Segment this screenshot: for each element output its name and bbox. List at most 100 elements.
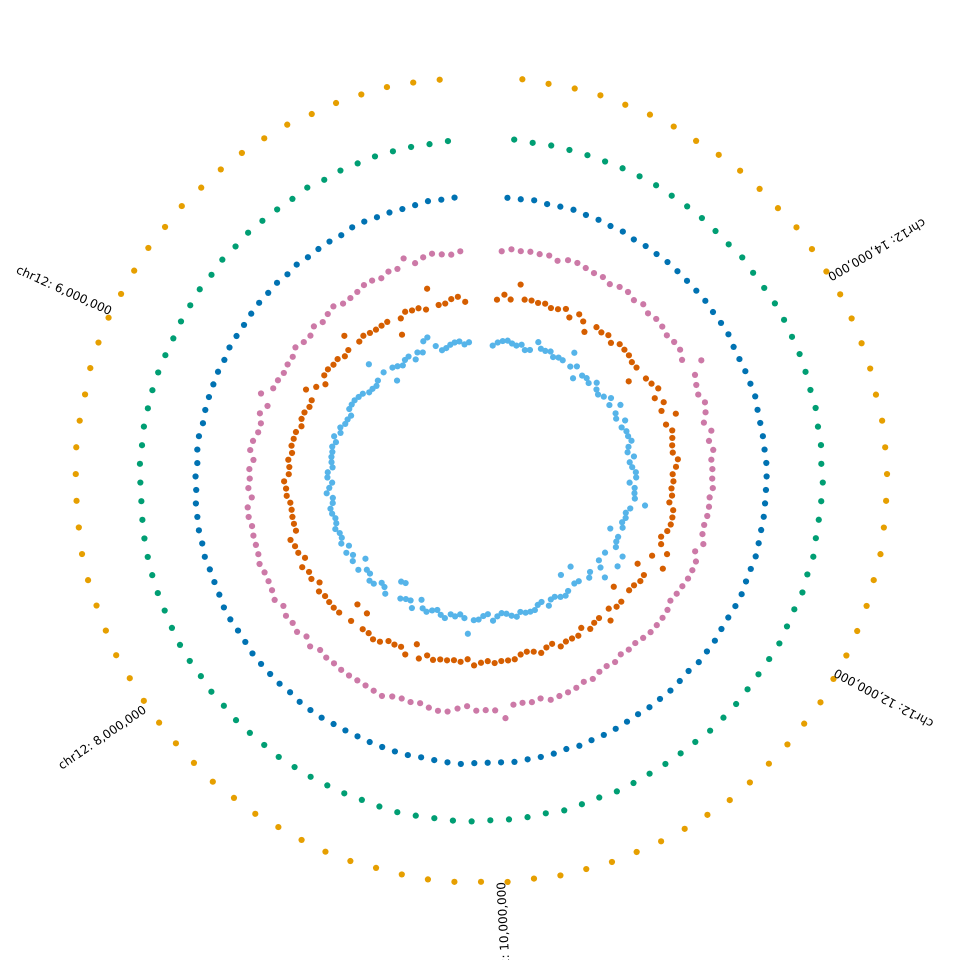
data-point <box>274 206 280 212</box>
data-point <box>704 513 710 519</box>
data-point <box>292 344 298 350</box>
data-point <box>280 603 286 609</box>
data-point <box>756 540 762 546</box>
data-point <box>381 369 387 375</box>
data-point <box>284 493 290 499</box>
data-point <box>692 548 698 554</box>
data-point <box>733 701 739 707</box>
data-point <box>469 818 475 824</box>
data-point <box>602 574 608 580</box>
data-point <box>408 144 414 150</box>
data-point <box>758 527 764 533</box>
data-point <box>793 224 799 230</box>
data-point <box>546 603 552 609</box>
data-point <box>664 607 670 613</box>
data-point <box>601 394 607 400</box>
data-point <box>502 715 508 721</box>
data-point <box>627 505 633 511</box>
data-point <box>606 402 612 408</box>
data-point <box>399 695 405 701</box>
data-point <box>517 609 523 615</box>
data-point <box>581 329 587 335</box>
data-point <box>658 534 664 540</box>
series-2 <box>137 137 826 825</box>
data-point <box>647 112 653 118</box>
data-point <box>250 533 256 539</box>
data-point <box>804 571 810 577</box>
data-point <box>370 636 376 642</box>
data-point <box>392 748 398 754</box>
data-point <box>816 517 822 523</box>
data-point <box>657 696 663 702</box>
data-point <box>818 461 824 467</box>
data-point <box>281 478 287 484</box>
data-point <box>595 217 601 223</box>
data-point <box>492 707 498 713</box>
data-point <box>618 599 624 605</box>
data-point <box>612 659 618 665</box>
data-point <box>385 638 391 644</box>
data-point <box>369 278 375 284</box>
data-point <box>518 651 524 657</box>
data-point <box>702 399 708 405</box>
data-point <box>511 759 517 765</box>
data-point <box>330 362 336 368</box>
data-point <box>555 306 561 312</box>
data-point <box>528 297 534 303</box>
data-point <box>95 339 101 345</box>
data-point <box>192 473 198 479</box>
data-point <box>629 359 635 365</box>
data-point <box>873 392 879 398</box>
data-point <box>321 372 327 378</box>
data-point <box>784 623 790 629</box>
data-point <box>73 498 79 504</box>
data-point <box>684 278 690 284</box>
data-point <box>245 504 251 510</box>
data-point <box>301 409 307 415</box>
data-point <box>538 754 544 760</box>
data-point <box>200 420 206 426</box>
data-point <box>155 369 161 375</box>
data-point <box>289 514 295 520</box>
data-point <box>499 248 505 254</box>
data-point <box>849 315 855 321</box>
data-point <box>557 872 563 878</box>
data-point <box>371 581 377 587</box>
data-point <box>381 584 387 590</box>
data-point <box>286 471 292 477</box>
data-point <box>712 228 718 234</box>
data-point <box>799 589 805 595</box>
data-point <box>389 365 395 371</box>
data-point <box>511 137 517 143</box>
data-point <box>608 395 614 401</box>
data-point <box>674 268 680 274</box>
data-point <box>415 305 421 311</box>
data-point <box>591 270 597 276</box>
data-point <box>293 528 299 534</box>
data-point <box>294 629 300 635</box>
data-point <box>632 640 638 646</box>
data-point <box>378 323 384 329</box>
data-point <box>707 728 713 734</box>
data-point <box>324 490 330 496</box>
points-layer <box>73 76 890 885</box>
data-point <box>289 196 295 202</box>
data-point <box>563 746 569 752</box>
data-point <box>93 602 99 608</box>
data-point <box>607 617 613 623</box>
data-point <box>362 682 368 688</box>
data-point <box>646 771 652 777</box>
data-point <box>401 255 407 261</box>
data-point <box>505 657 511 663</box>
data-point <box>529 699 535 705</box>
data-point <box>436 302 442 308</box>
data-point <box>668 485 674 491</box>
data-point <box>725 331 731 337</box>
data-point <box>710 447 716 453</box>
data-point <box>596 615 602 621</box>
data-point <box>420 254 426 260</box>
data-point <box>141 424 147 430</box>
data-point <box>424 652 430 658</box>
data-point <box>492 660 498 666</box>
data-point <box>710 485 716 491</box>
